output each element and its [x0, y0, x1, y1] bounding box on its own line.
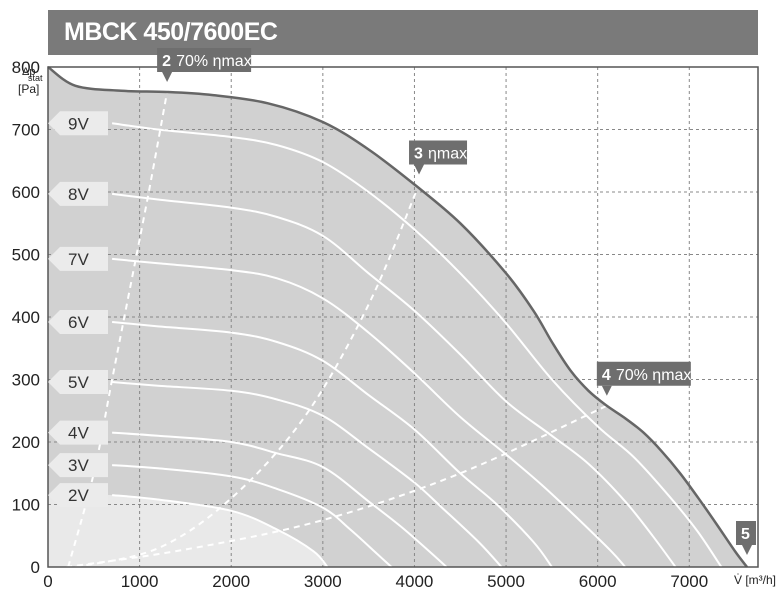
x-tick-label: 0: [43, 572, 52, 591]
efficiency-line-3: [75, 184, 420, 568]
y-tick-label: 600: [12, 183, 40, 202]
series-tag-4V: 4V: [48, 420, 108, 445]
point-label-number: 3: [414, 146, 423, 163]
series-label-6V: 6V: [68, 313, 89, 332]
series-line-9V: [111, 122, 723, 567]
low-region: [48, 494, 328, 567]
series-line-3V: [112, 464, 393, 567]
series-label-2V: 2V: [68, 486, 89, 505]
point-label-number: 4: [602, 367, 611, 384]
chart-title: MBCK 450/7600EC: [64, 18, 278, 46]
point-label-2: 2 70% ηmax: [157, 48, 252, 82]
series-line-7V: [112, 257, 626, 567]
y-axis-label-sub: stat: [28, 73, 43, 83]
series-line-5V: [112, 381, 503, 567]
y-tick-label: 700: [12, 121, 40, 140]
y-tick-label: 100: [12, 496, 40, 515]
series-label-3V: 3V: [68, 456, 89, 475]
point-label-number: 5: [741, 526, 750, 543]
point-label-4: 4 70% ηmax: [596, 361, 692, 396]
x-tick-label: 7000: [670, 572, 708, 591]
y-tick-label: 300: [12, 371, 40, 390]
series-label-7V: 7V: [68, 250, 89, 269]
x-axis-label: V̇ [m³/h]: [734, 573, 776, 587]
series-tag-2V: 2V: [48, 483, 108, 508]
point-label-5: 5: [736, 521, 756, 555]
series-label-8V: 8V: [68, 185, 89, 204]
series-line-2V: [111, 494, 329, 567]
max-curve: [47, 65, 748, 568]
series-line-6V: [112, 321, 553, 567]
series-label-9V: 9V: [68, 114, 89, 133]
title-bar: MBCK 450/7600EC: [48, 10, 758, 55]
y-tick-label: 400: [12, 308, 40, 327]
x-tick-label: 5000: [487, 572, 525, 591]
y-tick-label: 500: [12, 246, 40, 265]
x-tick-label: 1000: [121, 572, 159, 591]
point-label-3: 3 ηmax: [409, 140, 467, 175]
x-tick-label: 4000: [396, 572, 434, 591]
point-label-text: ηmax: [428, 146, 467, 163]
point-label-text: 70% ηmax: [616, 367, 692, 384]
series-tag-6V: 6V: [48, 310, 108, 334]
series-tag-7V: 7V: [48, 246, 108, 271]
point-label-number: 2: [162, 53, 171, 70]
plot-frame: [47, 66, 759, 568]
series-line-8V: [111, 192, 677, 567]
series-tag-5V: 5V: [48, 370, 108, 394]
x-tick-label: 6000: [579, 572, 617, 591]
y-axis-label-unit: [Pa]: [18, 82, 39, 96]
efficiency-line-4: [66, 404, 608, 568]
y-tick-label: 800: [12, 58, 40, 77]
series-tag-9V: 9V: [48, 111, 108, 136]
series-tag-3V: 3V: [48, 453, 108, 478]
efficiency-line-2: [67, 91, 169, 568]
series-line-4V: [112, 431, 448, 567]
y-axis-label-main: Δp: [22, 66, 35, 78]
series-label-4V: 4V: [68, 424, 89, 443]
y-tick-label: 0: [31, 558, 40, 577]
series-tag-8V: 8V: [48, 181, 108, 206]
x-tick-label: 3000: [304, 572, 342, 591]
series-label-5V: 5V: [68, 373, 89, 392]
point-label-text: 70% ηmax: [176, 53, 252, 70]
y-tick-label: 200: [12, 433, 40, 452]
x-tick-label: 2000: [212, 572, 250, 591]
